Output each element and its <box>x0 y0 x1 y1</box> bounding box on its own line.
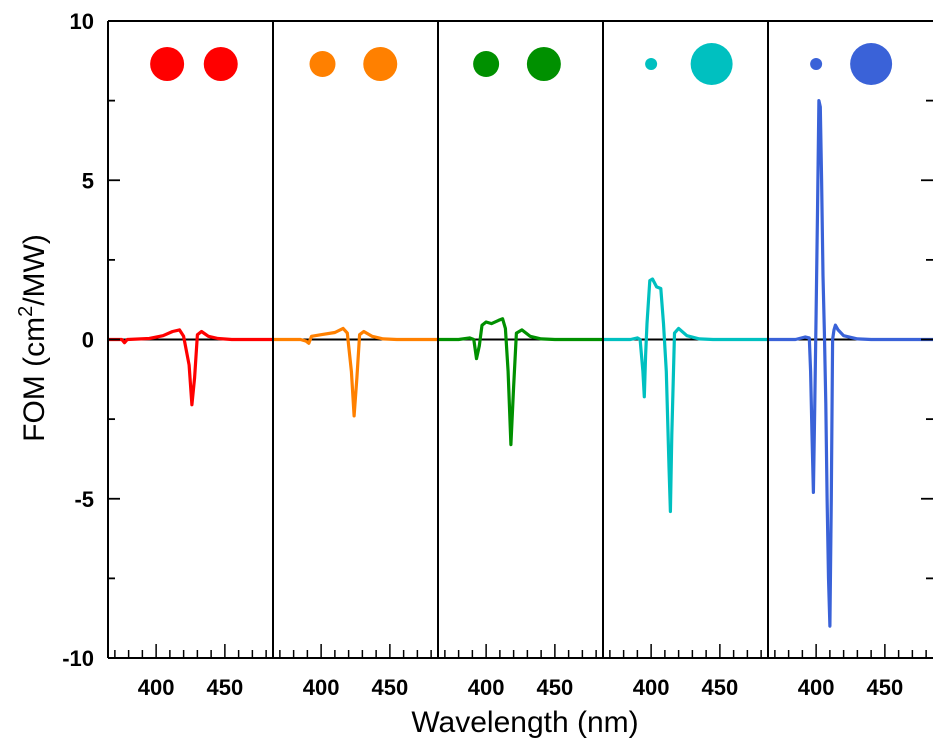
dot-marker-1 <box>473 50 500 77</box>
y-axis-title-prefix: FOM (cm <box>18 317 51 442</box>
series-line <box>603 277 768 514</box>
series-line <box>768 99 933 628</box>
y-tick-label: 5 <box>82 168 94 193</box>
x-tick-label: 400 <box>138 675 175 700</box>
panel-2 <box>273 46 438 418</box>
dot-marker-2 <box>203 46 238 81</box>
panel-4 <box>603 42 768 514</box>
panel-3 <box>438 46 603 447</box>
y-tick-label: 10 <box>70 9 94 34</box>
x-tick-label: 400 <box>468 675 505 700</box>
x-tick-label: 400 <box>798 675 835 700</box>
dot-marker-1 <box>810 57 823 70</box>
x-tick-label: 450 <box>537 675 574 700</box>
dot-marker-2 <box>850 42 893 85</box>
x-tick-label: 450 <box>207 675 244 700</box>
y-tick-label: -5 <box>74 487 94 512</box>
y-axis-title: FOM (cm2/MW) <box>15 234 51 442</box>
x-axis-title: Wavelength (nm) <box>411 706 638 739</box>
dot-marker-1 <box>645 57 658 70</box>
series-line <box>108 328 273 407</box>
dot-marker-2 <box>526 46 561 81</box>
dot-marker-2 <box>690 42 733 85</box>
x-axis: 400 450 400 450 400 450 400 450 400 450 <box>108 644 933 700</box>
x-tick-label: 450 <box>867 675 904 700</box>
x-tick-label: 400 <box>633 675 670 700</box>
panel-1 <box>108 46 273 407</box>
y-axis-title-sup: 2 <box>15 306 37 317</box>
x-tick-label: 450 <box>702 675 739 700</box>
series-line <box>273 326 438 418</box>
x-tick-label: 450 <box>372 675 409 700</box>
y-axis-title-suffix: /MW) <box>18 234 51 306</box>
panel-5 <box>768 42 933 628</box>
dot-marker-1 <box>150 46 185 81</box>
y-tick-label: -10 <box>62 646 94 671</box>
dot-marker-2 <box>363 46 398 81</box>
x-tick-label: 400 <box>303 675 340 700</box>
series-line <box>438 317 603 447</box>
y-tick-label: 0 <box>82 328 94 353</box>
panels-group <box>108 21 933 658</box>
dot-marker-1 <box>309 50 336 77</box>
